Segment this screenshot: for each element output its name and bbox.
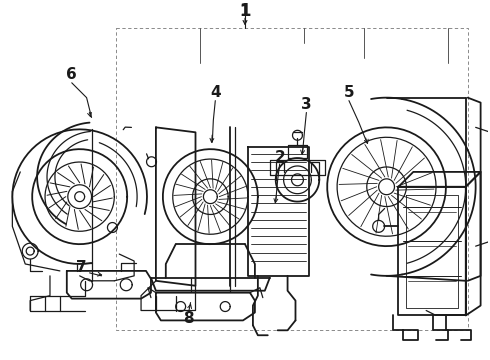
- Text: 1: 1: [240, 4, 250, 19]
- Text: 2: 2: [274, 149, 285, 165]
- Text: 3: 3: [301, 97, 312, 112]
- Text: 7: 7: [76, 260, 87, 275]
- Text: 1: 1: [239, 1, 251, 19]
- Text: 4: 4: [210, 85, 221, 100]
- Text: 5: 5: [343, 85, 354, 100]
- Text: 8: 8: [183, 311, 194, 326]
- Text: 6: 6: [66, 67, 77, 82]
- Bar: [116, 28, 468, 330]
